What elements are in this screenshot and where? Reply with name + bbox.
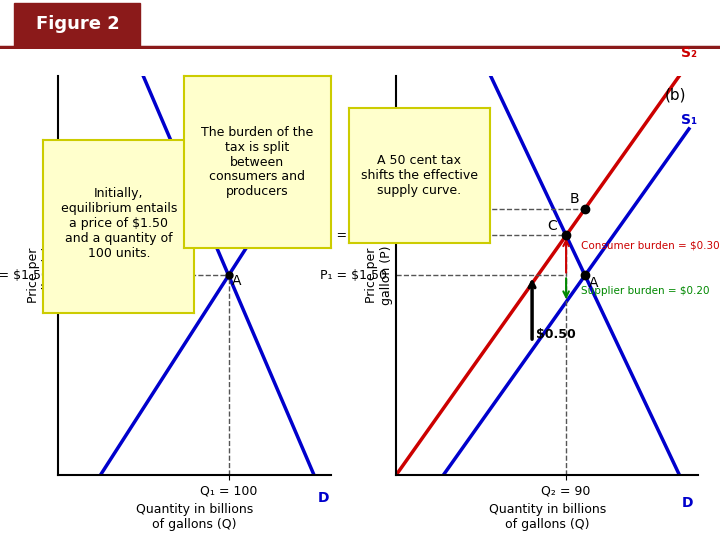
Text: S₁: S₁ [681, 112, 698, 126]
Text: Figure 2: Figure 2 [36, 15, 120, 33]
Text: P₁ = $1.50: P₁ = $1.50 [320, 269, 387, 282]
Text: (b): (b) [665, 87, 686, 103]
Text: $2.00: $2.00 [351, 202, 387, 215]
X-axis label: Quantity in billions
of gallons (Q): Quantity in billions of gallons (Q) [136, 503, 253, 531]
Text: A: A [589, 276, 598, 291]
Text: A: A [232, 274, 241, 288]
Text: Initially,
equilibrium entails
a price of $1.50
and a quantity of
100 units.: Initially, equilibrium entails a price o… [60, 187, 177, 260]
Text: D: D [318, 491, 329, 505]
Text: S₂: S₂ [681, 46, 698, 60]
Text: A 50 cent tax
shifts the effective
supply curve.: A 50 cent tax shifts the effective suppl… [361, 154, 478, 197]
Text: P₁ = $1.50: P₁ = $1.50 [0, 269, 50, 282]
X-axis label: Quantity in billions
of gallons (Q): Quantity in billions of gallons (Q) [489, 503, 606, 531]
Text: Supplier burden = $0.20: Supplier burden = $0.20 [581, 286, 710, 296]
Y-axis label: Price per
gallon (P): Price per gallon (P) [365, 246, 393, 305]
FancyBboxPatch shape [14, 3, 140, 46]
Text: D: D [681, 496, 693, 510]
Text: C: C [547, 219, 557, 233]
Text: The burden of the
tax is split
between
consumers and
producers: The burden of the tax is split between c… [202, 125, 313, 199]
Y-axis label: Price per
gallon (P): Price per gallon (P) [27, 246, 55, 305]
Text: B: B [570, 192, 580, 206]
Text: P₂ = $1.80: P₂ = $1.80 [320, 229, 387, 242]
Text: Consumer burden = $0.30: Consumer burden = $0.30 [581, 241, 720, 251]
Text: $0.50: $0.50 [536, 328, 575, 341]
